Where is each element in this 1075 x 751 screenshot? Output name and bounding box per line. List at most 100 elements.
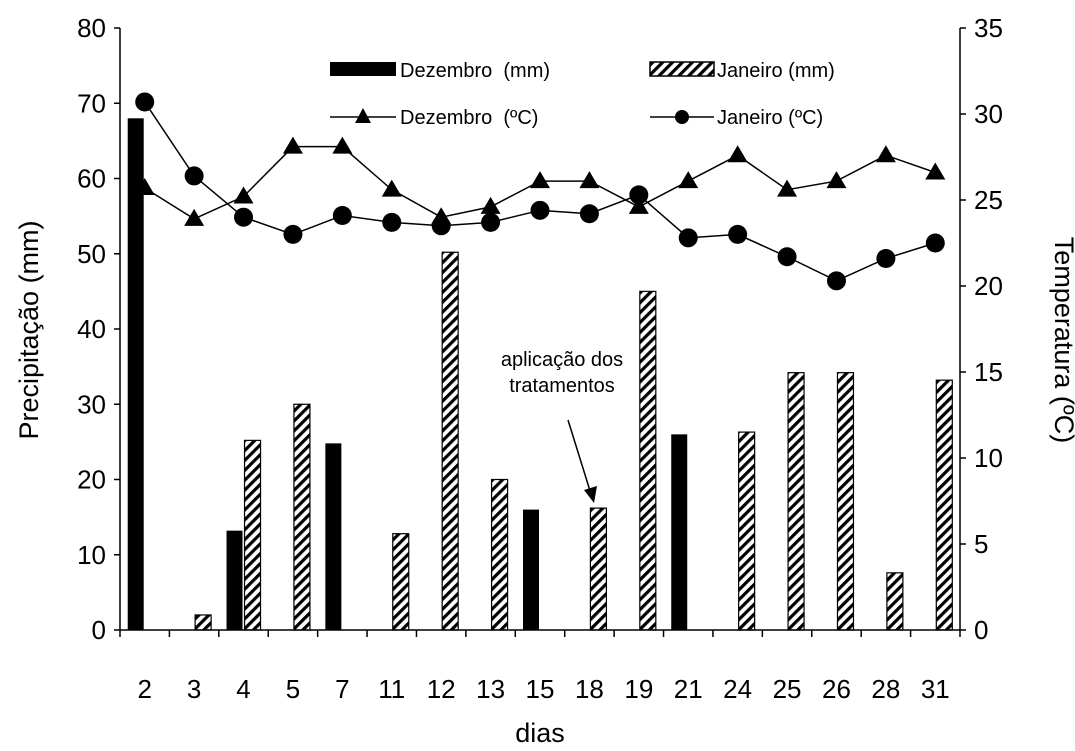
y-axis-label-left: Precipitação (mm) xyxy=(14,220,44,439)
bar-janeiro-24 xyxy=(738,431,756,631)
x-tick-label-12: 12 xyxy=(427,674,456,704)
legend-marker-triangle xyxy=(355,108,371,123)
bar-dezembro-15 xyxy=(523,509,539,630)
point-janeiro-24 xyxy=(728,224,748,244)
y-axis-label-right: Temperatura (ºC) xyxy=(1049,237,1075,443)
x-tick-label-18: 18 xyxy=(575,674,604,704)
x-tick-label-4: 4 xyxy=(236,674,250,704)
lines-layer xyxy=(134,92,946,291)
y-tick-label-left-50: 50 xyxy=(77,239,106,269)
x-tick-label-15: 15 xyxy=(526,674,555,704)
y-tick-label-left-40: 40 xyxy=(77,314,106,344)
bar-dezembro-2 xyxy=(127,118,144,631)
y-tick-label-left-80: 80 xyxy=(77,13,106,43)
point-dezembro-3 xyxy=(184,208,205,226)
point-dezembro-25 xyxy=(777,179,798,197)
x-tick-label-7: 7 xyxy=(335,674,349,704)
point-dezembro-5 xyxy=(282,136,303,154)
bar-dezembro-21 xyxy=(671,434,688,630)
point-janeiro-25 xyxy=(777,247,797,267)
x-tick-label-5: 5 xyxy=(286,674,300,704)
bar-janeiro-28 xyxy=(886,572,904,631)
bar-janeiro-19 xyxy=(639,290,657,631)
point-dezembro-24 xyxy=(727,145,748,163)
point-dezembro-19 xyxy=(628,196,649,214)
point-janeiro-31 xyxy=(925,233,945,253)
x-tick-label-25: 25 xyxy=(773,674,802,704)
point-dezembro-18 xyxy=(579,171,600,189)
x-tick-label-2: 2 xyxy=(137,674,151,704)
point-janeiro-11 xyxy=(382,212,402,232)
y-tick-label-right-20: 20 xyxy=(974,271,1003,301)
point-janeiro-2 xyxy=(135,92,155,112)
x-tick-label-3: 3 xyxy=(187,674,201,704)
y-tick-label-left-10: 10 xyxy=(77,540,106,570)
point-janeiro-18 xyxy=(579,204,599,224)
x-tick-label-31: 31 xyxy=(921,674,950,704)
point-dezembro-21 xyxy=(678,171,699,189)
x-axis-label: dias xyxy=(515,718,565,748)
y-tick-label-left-0: 0 xyxy=(92,615,106,645)
bar-janeiro-25 xyxy=(787,372,805,631)
x-tick-label-26: 26 xyxy=(822,674,851,704)
point-dezembro-31 xyxy=(925,162,946,180)
point-dezembro-26 xyxy=(826,171,847,189)
y-tick-label-left-20: 20 xyxy=(77,465,106,495)
point-dezembro-15 xyxy=(530,171,550,189)
point-dezembro-7 xyxy=(332,136,353,154)
x-tick-label-13: 13 xyxy=(476,674,505,704)
point-dezembro-4 xyxy=(233,186,254,204)
annotation-line-2: tratamentos xyxy=(509,375,615,397)
bars-layer xyxy=(127,118,953,631)
bar-dezembro-4 xyxy=(226,530,243,630)
axes-layer xyxy=(114,27,966,637)
point-janeiro-28 xyxy=(876,248,896,268)
point-janeiro-3 xyxy=(184,166,204,186)
legend: Dezembro (mm) Janeiro (mm) Dezembro (ºC)… xyxy=(330,60,835,129)
legend-label-janeiro-c: Janeiro (ºC) xyxy=(717,107,823,129)
bar-janeiro-26 xyxy=(836,372,855,631)
y-tick-label-right-30: 30 xyxy=(974,99,1003,129)
bar-janeiro-18 xyxy=(589,507,608,631)
point-janeiro-4 xyxy=(234,207,254,227)
x-tick-label-11: 11 xyxy=(378,674,405,704)
x-tick-label-28: 28 xyxy=(871,674,900,704)
annotation-arrowhead xyxy=(584,486,597,503)
y-tick-label-right-25: 25 xyxy=(974,185,1003,215)
y-tick-label-left-30: 30 xyxy=(77,389,106,419)
y-tick-label-right-0: 0 xyxy=(974,615,988,645)
y-tick-label-left-70: 70 xyxy=(77,88,106,118)
bar-dezembro-7 xyxy=(325,443,342,630)
point-dezembro-11 xyxy=(381,179,402,197)
bar-janeiro-12 xyxy=(441,251,459,631)
annotation-line-1: aplicação dos xyxy=(501,349,623,371)
y-tick-label-right-5: 5 xyxy=(974,529,988,559)
bar-janeiro-13 xyxy=(490,478,509,631)
point-janeiro-19 xyxy=(629,185,649,205)
y-tick-label-right-10: 10 xyxy=(974,443,1003,473)
y-tick-label-left-60: 60 xyxy=(77,164,106,194)
point-janeiro-12 xyxy=(431,216,451,236)
legend-label-janeiro-mm: Janeiro (mm) xyxy=(717,60,835,82)
bar-janeiro-31 xyxy=(935,379,953,631)
bar-janeiro-5 xyxy=(293,403,311,631)
x-tick-label-19: 19 xyxy=(624,674,653,704)
legend-label-dezembro-c: Dezembro (ºC) xyxy=(400,107,538,129)
point-dezembro-13 xyxy=(480,196,501,214)
annotation-arrow-shaft xyxy=(567,419,592,495)
point-janeiro-15 xyxy=(530,200,550,220)
point-janeiro-21 xyxy=(678,228,698,248)
bar-janeiro-4 xyxy=(243,439,262,631)
legend-swatch-dezembro-mm xyxy=(330,62,396,76)
point-janeiro-26 xyxy=(826,271,846,291)
bar-janeiro-11 xyxy=(392,533,410,631)
x-tick-label-21: 21 xyxy=(674,674,703,704)
y-tick-label-right-35: 35 xyxy=(974,13,1003,43)
legend-marker-circle xyxy=(675,110,689,124)
point-janeiro-7 xyxy=(332,205,352,225)
point-janeiro-5 xyxy=(283,224,303,244)
tick-labels-layer: 0 10 20 30 40 50 60 70 80 0 5 10 15 20 25 30 35 2 3 4 5 7 11 12… xyxy=(77,13,1003,704)
point-janeiro-13 xyxy=(481,212,501,232)
annotation: aplicação dos tratamentos xyxy=(501,349,623,503)
